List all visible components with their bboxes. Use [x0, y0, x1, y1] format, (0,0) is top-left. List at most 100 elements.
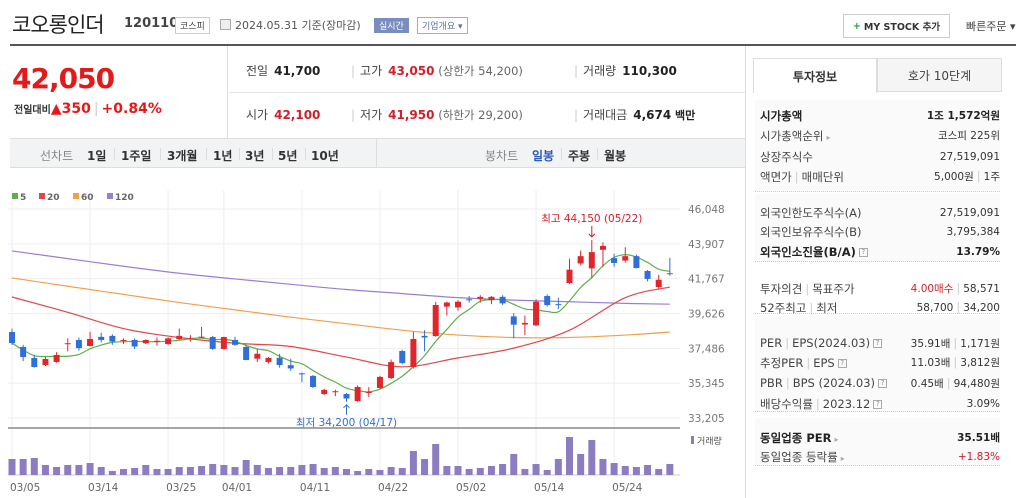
period-1y[interactable]: 1년: [213, 149, 233, 163]
volume-bar: [209, 464, 217, 475]
tab-investment-info[interactable]: 투자정보: [753, 58, 877, 93]
company-overview-dropdown[interactable]: 기업개요 ▾: [417, 17, 468, 34]
market-badge: 코스피: [175, 17, 210, 34]
candle-monthly[interactable]: 월봉: [604, 149, 627, 163]
volume-bar: [487, 466, 495, 475]
info-value-2: 3,812원: [960, 357, 1000, 369]
open-label: 시가: [246, 108, 269, 122]
volume-bar: [41, 465, 49, 475]
help-icon[interactable]: ?: [858, 248, 868, 257]
chevron-right-icon[interactable]: ▸: [826, 133, 831, 142]
candle: [421, 335, 428, 338]
candle: [477, 296, 484, 299]
help-icon[interactable]: ?: [873, 400, 883, 409]
candle: [298, 373, 305, 375]
volume-bar: [521, 469, 529, 475]
candle: [611, 258, 618, 263]
info-sublabel: EPS: [813, 356, 835, 370]
info-value: 코스피 225위: [937, 130, 1000, 142]
info-value-2: 1주: [983, 171, 1000, 183]
candle: [142, 339, 149, 344]
x-tick-label: 04/22: [378, 482, 408, 494]
candle: [98, 336, 105, 340]
info-value-2: 34,200: [963, 302, 1000, 314]
stock-chart[interactable]: 46,048 43,907 41,767 39,626 37,486 35,345 33,2…: [0, 170, 745, 498]
x-tick-label: 04/11: [300, 482, 330, 494]
y-tick-label: 39,626: [688, 309, 725, 321]
realtime-button[interactable]: 실시간: [374, 18, 409, 33]
volume-legend-swatch: [691, 436, 694, 444]
chevron-right-icon[interactable]: ▸: [834, 435, 839, 444]
info-value-2: 58,571: [963, 283, 1000, 295]
info-value: 27,519,091: [939, 207, 1000, 219]
volume-bar: [19, 459, 27, 475]
volume-bar: [309, 464, 317, 475]
info-row: 외국인소진율(B/A)? 13.79%: [760, 244, 1000, 260]
high-annotation: 최고 44,150 (05/22): [541, 213, 642, 225]
low-annotation: 최저 34,200 (04/17): [296, 417, 397, 429]
chart-toolbar: 선차트 1일 1주일 3개월 1년 3년 5년 10년 봉차트 일봉 주봉 월봉: [10, 138, 745, 168]
period-3m[interactable]: 3개월: [167, 149, 198, 163]
volume-bar: [320, 468, 328, 475]
candle-chart-label[interactable]: 봉차트: [485, 149, 519, 163]
high-label: 고가: [360, 64, 383, 78]
help-icon[interactable]: ?: [837, 359, 847, 368]
info-row: 시가총액 1조 1,572억원: [760, 108, 1000, 124]
help-icon[interactable]: ?: [878, 379, 888, 388]
volume-bar: [632, 467, 640, 475]
quote-row-2: 시가 42,100 | 저가 41,950 (하한가 29,200) | 거래대금 4,6…: [246, 108, 696, 122]
info-row: 배당수익률 | 2023.12? 3.09%: [760, 397, 1000, 411]
legend-label: 60: [81, 193, 94, 203]
volume-bar: [365, 469, 373, 475]
candle-weekly[interactable]: 주봉: [568, 149, 591, 163]
candle: [633, 256, 640, 269]
high-price: 43,050: [388, 64, 435, 78]
tab-order-book[interactable]: 호가 10단계: [877, 58, 1002, 92]
quote-row-1: 전일 41,700 | 고가 43,050 (상한가 54,200) | 거래량 110,…: [229, 48, 745, 93]
volume-bar: [198, 466, 206, 475]
period-10y[interactable]: 10년: [311, 149, 339, 163]
info-value: 13.79%: [956, 246, 1000, 258]
info-group: [755, 194, 1000, 262]
period-1w[interactable]: 1주일: [121, 149, 152, 163]
help-icon[interactable]: ?: [873, 339, 883, 348]
candle: [443, 302, 450, 307]
volume-bar: [30, 458, 38, 475]
chevron-right-icon[interactable]: ▸: [840, 454, 845, 463]
divider: [10, 44, 1016, 46]
volume-bar: [220, 465, 228, 475]
y-tick-label: 41,767: [688, 274, 725, 286]
amount-label: 거래대금: [583, 108, 628, 122]
legend-swatch: [107, 193, 113, 199]
volume-bar: [276, 467, 284, 475]
legend-swatch: [39, 193, 45, 199]
candle: [510, 316, 517, 325]
add-my-stock-button[interactable]: + MY STOCK 추가: [843, 14, 950, 38]
quick-order-dropdown[interactable]: 빠른주문 ▾: [966, 20, 1016, 33]
candle-daily[interactable]: 일봉: [532, 149, 555, 163]
stock-name: 코오롱인더: [12, 13, 105, 37]
info-value: 35.51배: [957, 432, 1000, 444]
divider: [745, 46, 746, 498]
x-tick-label: 04/01: [222, 482, 252, 494]
info-label: 외국인보유주식수(B): [760, 225, 862, 239]
add-my-stock-label: MY STOCK 추가: [863, 22, 941, 33]
ma20-line: [11, 286, 670, 368]
volume-legend-label: 거래량: [697, 435, 722, 447]
volume-bar: [398, 468, 406, 475]
candle: [53, 354, 60, 362]
period-5y[interactable]: 5년: [278, 149, 298, 163]
calendar-icon: [220, 19, 231, 30]
period-3y[interactable]: 3년: [245, 149, 265, 163]
volume-bar: [86, 463, 94, 475]
legend-swatch: [73, 193, 79, 199]
info-sublabel: 최저: [816, 301, 838, 315]
info-row: 외국인보유주식수(B) 3,795,384: [760, 224, 1000, 240]
info-row: 액면가 | 매매단위 5,000원 | 1주: [760, 169, 1000, 184]
candle: [209, 337, 216, 349]
period-1d[interactable]: 1일: [87, 149, 107, 163]
info-value: 11.03배: [910, 357, 951, 369]
candle: [566, 269, 573, 284]
volume-bar: [231, 467, 239, 475]
line-chart-label[interactable]: 선차트: [40, 149, 74, 163]
